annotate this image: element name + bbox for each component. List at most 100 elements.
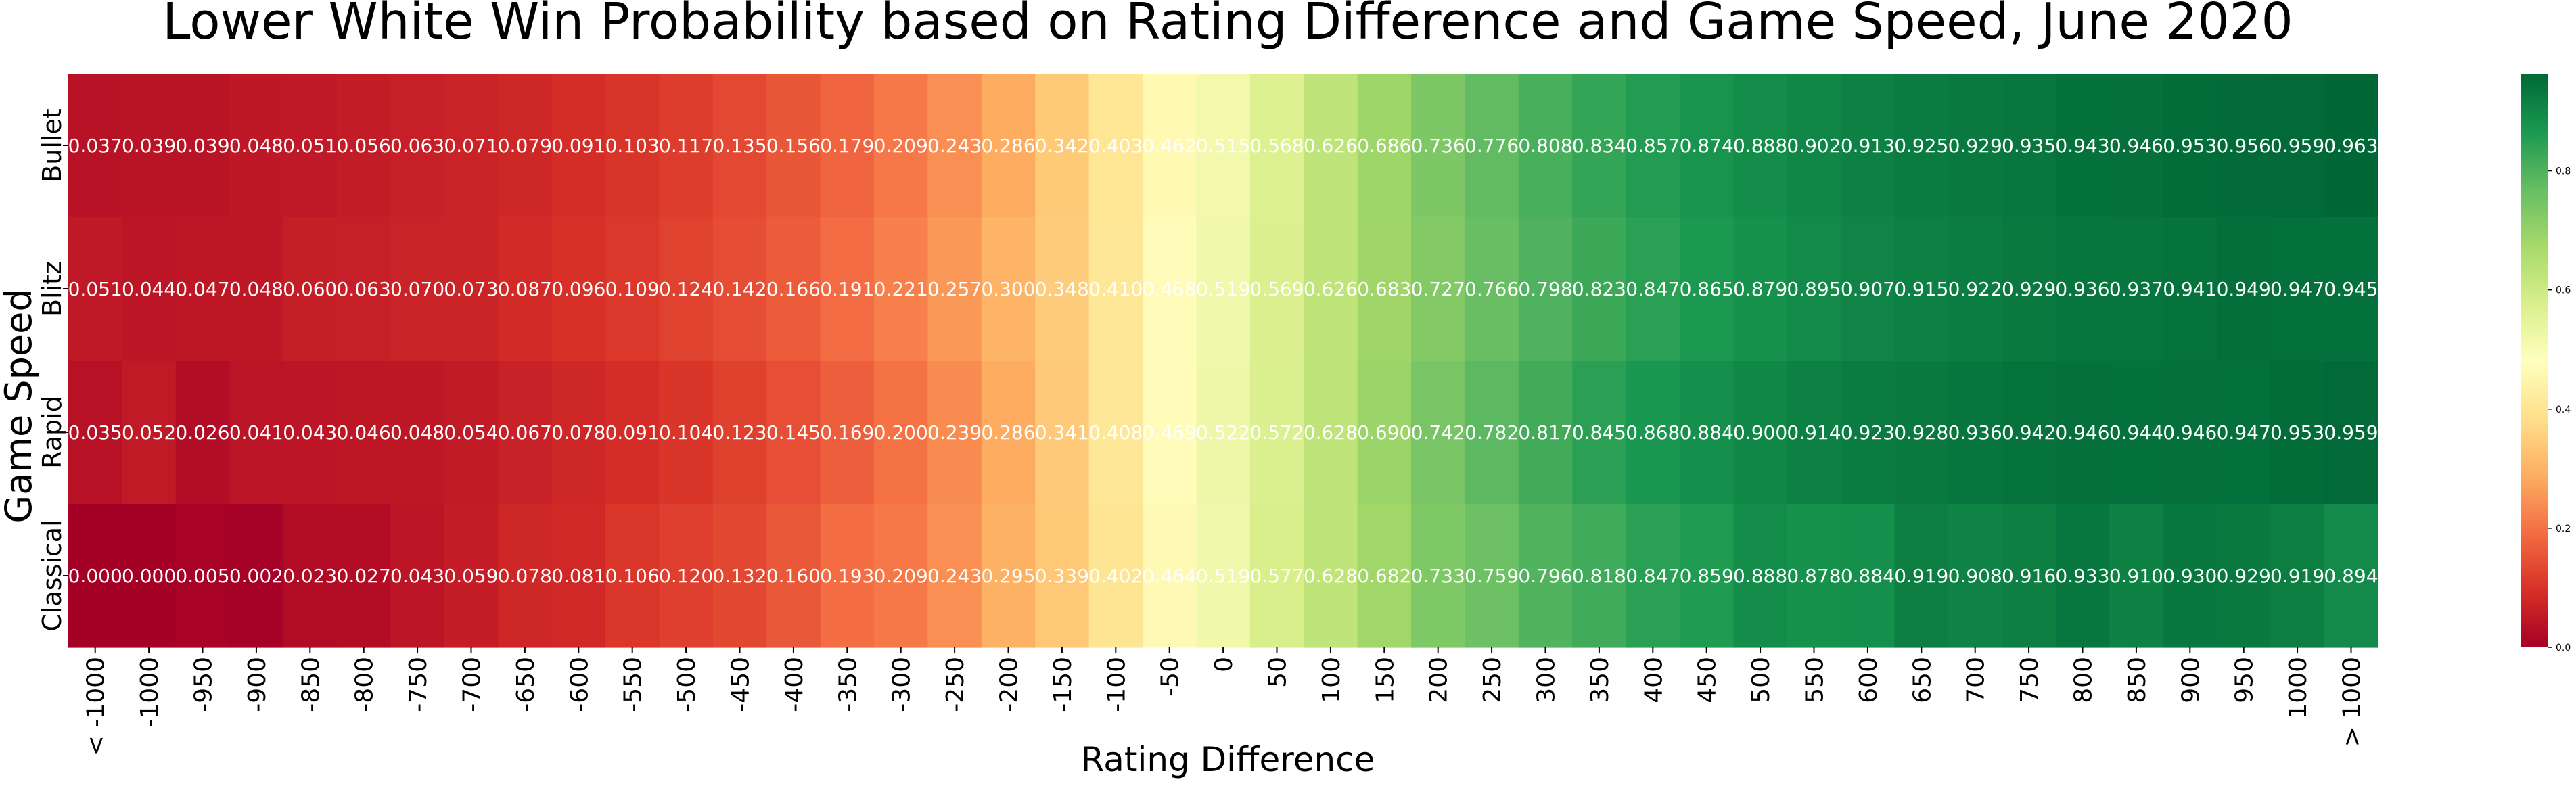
x-tick-label: -50 <box>1157 657 1184 697</box>
x-tick-label: -1000 <box>136 657 164 728</box>
cell-value-label: 0.682 <box>1357 565 1411 587</box>
heatmap-cell <box>981 74 1036 218</box>
cell-value-label: 0.410 <box>1088 278 1143 300</box>
cell-value-label: 0.857 <box>1626 135 1680 157</box>
cell-value-label: 0.243 <box>927 135 982 157</box>
heatmap-cell <box>175 217 230 361</box>
x-tick-label: -400 <box>781 657 808 712</box>
x-tick-label: -500 <box>673 657 701 712</box>
cell-value-label: 0.936 <box>1948 421 2002 444</box>
heatmap-cell <box>1465 217 1519 361</box>
heatmap-cell <box>1572 74 1627 218</box>
cell-value-label: 0.868 <box>1626 421 1680 444</box>
heatmap-cell <box>766 217 821 361</box>
heatmap-annotations: 0.037 0.039 0.039 0.048 0.051 0.056 0.063 0.071… <box>68 135 2378 587</box>
x-tick-label: 300 <box>1533 657 1561 703</box>
cell-value-label: 0.929 <box>1948 135 2002 157</box>
cell-value-label: 0.078 <box>551 421 605 444</box>
heatmap-cell <box>390 504 445 648</box>
cell-value-label: 0.067 <box>498 421 552 444</box>
heatmap-cell <box>659 504 714 648</box>
cell-value-label: 0.048 <box>229 278 283 300</box>
heatmap-cell <box>981 361 1036 505</box>
heatmap-cell <box>1143 504 1197 648</box>
heatmap-cell <box>1948 504 2002 648</box>
cell-value-label: 0.922 <box>1948 278 2002 300</box>
x-tick-label: -150 <box>1049 657 1077 712</box>
heatmap-cell <box>390 74 445 218</box>
cell-value-label: 0.928 <box>1894 421 1948 444</box>
cell-value-label: 0.104 <box>659 421 713 444</box>
heatmap-cell <box>766 504 821 648</box>
heatmap-cell <box>1035 504 1090 648</box>
heatmap-cell <box>659 361 714 505</box>
cell-value-label: 0.023 <box>283 565 337 587</box>
cell-value-label: 0.341 <box>1035 421 1089 444</box>
heatmap-cell <box>2270 361 2325 505</box>
heatmap-cell <box>2109 217 2164 361</box>
cell-value-label: 0.907 <box>1841 278 1895 300</box>
cell-value-label: 0.339 <box>1035 565 1089 587</box>
cell-value-label: 0.468 <box>1143 278 1197 300</box>
x-tick-label: 500 <box>1747 657 1775 703</box>
cell-value-label: 0.941 <box>2163 278 2217 300</box>
chart-title: Lower White Win Probability based on Rat… <box>162 0 2293 51</box>
heatmap-cell <box>551 217 606 361</box>
cell-value-label: 0.200 <box>874 421 928 444</box>
cell-value-label: 0.818 <box>1572 565 1626 587</box>
cell-value-label: 0.845 <box>1572 421 1626 444</box>
cell-value-label: 0.796 <box>1518 565 1572 587</box>
heatmap-cell <box>444 217 499 361</box>
colorbar-tick-label: 0.6 <box>2556 285 2571 296</box>
cell-value-label: 0.847 <box>1626 565 1680 587</box>
cell-value-label: 0.626 <box>1304 135 1358 157</box>
cell-value-label: 0.469 <box>1143 421 1197 444</box>
heatmap-cell <box>1894 504 1949 648</box>
cell-value-label: 0.727 <box>1411 278 1465 300</box>
cell-value-label: 0.859 <box>1680 565 1734 587</box>
cell-value-label: 0.686 <box>1357 135 1411 157</box>
heatmap-cell <box>605 504 660 648</box>
cell-value-label: 0.106 <box>605 565 660 587</box>
cell-value-label: 0.908 <box>1948 565 2002 587</box>
heatmap-cell <box>1787 74 1841 218</box>
x-tick-label: -600 <box>566 657 593 712</box>
x-tick-label: -100 <box>1103 657 1130 712</box>
heatmap-cell <box>551 504 606 648</box>
cell-value-label: 0.039 <box>122 135 176 157</box>
x-tick-label: 700 <box>1962 657 1990 703</box>
cell-value-label: 0.052 <box>122 421 176 444</box>
cell-value-label: 0.209 <box>874 565 928 587</box>
x-tick-label: -800 <box>351 657 379 712</box>
y-tick-label: Bullet <box>37 108 67 183</box>
heatmap-cell <box>1518 74 1573 218</box>
cell-value-label: 0.091 <box>551 135 605 157</box>
cell-value-label: 0.782 <box>1465 421 1519 444</box>
heatmap-cell <box>820 74 875 218</box>
heatmap-cell <box>820 504 875 648</box>
heatmap-cell <box>874 74 928 218</box>
heatmap-cell <box>927 74 982 218</box>
heatmap-cell <box>712 74 767 218</box>
x-tick-label: -550 <box>620 657 647 712</box>
heatmap-cell <box>444 361 499 505</box>
cell-value-label: 0.945 <box>2324 278 2378 300</box>
cell-value-label: 0.568 <box>1249 135 1304 157</box>
cell-value-label: 0.156 <box>766 135 821 157</box>
heatmap-cell <box>2109 504 2164 648</box>
heatmap-cell <box>2270 504 2325 648</box>
cell-value-label: 0.257 <box>927 278 982 300</box>
heatmap-cell <box>1787 217 1841 361</box>
cell-value-label: 0.959 <box>2324 421 2378 444</box>
x-tick-label: -250 <box>942 657 969 712</box>
x-tick-label: < -1000 <box>83 657 110 756</box>
cell-value-label: 0.914 <box>1787 421 1841 444</box>
cell-value-label: 0.300 <box>981 278 1035 300</box>
cell-value-label: 0.900 <box>1733 421 1787 444</box>
heatmap-cell <box>1787 504 1841 648</box>
heatmap-cell <box>337 504 391 648</box>
cell-value-label: 0.569 <box>1249 278 1304 300</box>
heatmap-cell <box>551 361 606 505</box>
heatmap-cell <box>712 504 767 648</box>
heatmap-cell <box>2324 74 2378 218</box>
